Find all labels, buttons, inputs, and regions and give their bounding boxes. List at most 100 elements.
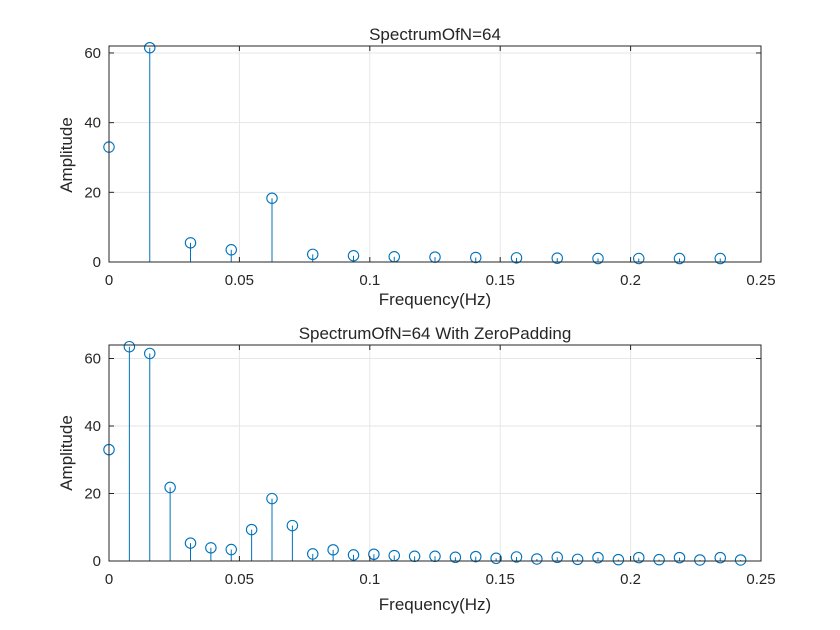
top-stem-marker: [673, 252, 686, 265]
bottom-stem-point: [184, 537, 197, 561]
top-x-tick-label: 0.1: [359, 272, 380, 289]
bottom-stem-point: [592, 551, 604, 564]
bottom-stem-point: [632, 551, 645, 564]
top-stem-marker: [225, 244, 238, 256]
bottom-stem-marker: [469, 550, 482, 563]
bottom-stem-point: [164, 481, 176, 561]
bottom-x-tick-label: 0.15: [486, 571, 515, 588]
bottom-stem-marker: [164, 481, 176, 494]
top-x-tick-label: 0.15: [486, 272, 515, 289]
top-stem-marker: [510, 252, 523, 264]
bottom-stem-point: [205, 542, 217, 561]
top-stem-marker: [469, 251, 482, 264]
bottom-stem-marker: [531, 553, 543, 565]
bottom-stem-point: [266, 492, 278, 561]
top-y-tick-labels: 0 20 40 60: [84, 45, 101, 271]
top-stem-point: [551, 252, 563, 264]
top-stem-point: [673, 252, 686, 265]
bottom-stem-point: [123, 340, 136, 561]
bottom-stem-marker: [714, 551, 726, 564]
bottom-stem-marker: [510, 551, 523, 563]
bottom-x-tick-label: 0: [105, 571, 113, 588]
top-y-axis-label: Amplitude: [57, 117, 76, 193]
bottom-y-tick-label: 40: [84, 418, 101, 435]
top-chart-title: SpectrumOfN=64: [369, 25, 501, 44]
top-stem-point: [469, 251, 482, 264]
top-stem-marker: [306, 248, 319, 261]
bottom-y-axis-label: Amplitude: [57, 415, 76, 491]
bottom-stem-marker: [245, 523, 258, 536]
top-spectrum-chart: SpectrumOfN=64 0 0.05 0.1 0.15 0.2 0.25 0 20 40…: [57, 25, 776, 309]
top-stem-point: [266, 192, 278, 262]
top-stem-point: [225, 244, 238, 262]
bottom-stem-marker: [673, 551, 686, 564]
bottom-stem-marker: [266, 492, 278, 505]
bottom-stem-marker: [490, 552, 502, 565]
top-stem-point: [592, 252, 604, 265]
bottom-stem-marker: [653, 553, 665, 566]
top-x-tick-label: 0.25: [746, 272, 775, 289]
bottom-x-tick-labels: 0 0.05 0.1 0.15 0.2 0.25: [105, 571, 776, 588]
bottom-stem-point: [347, 549, 360, 561]
bottom-stem-marker: [449, 551, 462, 564]
top-x-tick-label: 0: [105, 272, 113, 289]
bottom-stem-point: [469, 550, 482, 563]
bottom-stem-marker: [694, 554, 706, 566]
top-stem-marker: [144, 41, 156, 54]
bottom-stem-point: [225, 543, 238, 561]
bottom-stem-marker: [327, 544, 339, 556]
top-y-tick-label: 20: [84, 184, 101, 201]
top-stem-point: [714, 252, 726, 265]
bottom-stem-marker: [368, 548, 380, 560]
bottom-stem-point: [327, 544, 339, 561]
bottom-y-tick-label: 60: [84, 351, 101, 368]
top-axes-box: [108, 45, 762, 263]
bottom-stem-point: [286, 519, 299, 561]
bottom-stem-point: [368, 548, 380, 561]
top-x-tick-label: 0.05: [225, 272, 254, 289]
bottom-x-axis-label: Frequency(Hz): [379, 595, 491, 614]
bottom-x-tick-label: 0.25: [746, 571, 775, 588]
bottom-x-tick-label: 0.1: [359, 571, 380, 588]
top-x-axis-label: Frequency(Hz): [379, 290, 491, 309]
bottom-stem-marker: [144, 347, 156, 360]
top-axes-frame: [108, 45, 762, 263]
top-x-tick-labels: 0 0.05 0.1 0.15 0.2 0.25: [105, 272, 776, 289]
top-stem-point: [510, 252, 523, 264]
bottom-stem-point: [714, 551, 726, 564]
bottom-stem-marker: [225, 543, 238, 556]
bottom-stem-marker: [205, 542, 217, 554]
top-x-tick-label: 0.2: [620, 272, 641, 289]
top-stem-marker: [266, 192, 278, 204]
bottom-stem-point: [245, 523, 258, 561]
bottom-stem-marker: [612, 553, 625, 566]
top-stem-point: [306, 248, 319, 262]
bottom-y-tick-labels: 0 20 40 60: [84, 351, 101, 571]
bottom-stem-marker: [286, 519, 299, 532]
bottom-zero-padded-spectrum-chart: SpectrumOfN=64 With ZeroPadding 0 0.05 0.1…: [57, 324, 776, 614]
top-stem-point: [632, 252, 645, 265]
top-y-tick-label: 60: [84, 45, 101, 62]
top-stem-marker: [551, 252, 563, 264]
bottom-stem-point: [306, 548, 319, 561]
bottom-axes-box: [108, 344, 762, 562]
bottom-stem-marker: [632, 551, 645, 564]
bottom-stem-marker: [551, 551, 563, 564]
bottom-chart-title: SpectrumOfN=64 With ZeroPadding: [299, 324, 572, 343]
bottom-x-tick-label: 0.2: [620, 571, 641, 588]
top-y-tick-label: 0: [93, 254, 101, 271]
top-stem-marker: [592, 252, 604, 265]
bottom-x-tick-label: 0.05: [225, 571, 254, 588]
bottom-stem-marker: [184, 537, 197, 549]
bottom-y-tick-label: 0: [93, 553, 101, 570]
bottom-stem-marker: [734, 554, 747, 566]
top-stem-point: [144, 41, 156, 262]
bottom-stem-point: [144, 347, 156, 561]
bottom-y-tick-label: 20: [84, 486, 101, 503]
bottom-stem-marker: [347, 549, 360, 561]
bottom-stem-marker: [571, 553, 584, 566]
bottom-stem-marker: [306, 548, 319, 560]
bottom-stem-point: [449, 551, 462, 564]
